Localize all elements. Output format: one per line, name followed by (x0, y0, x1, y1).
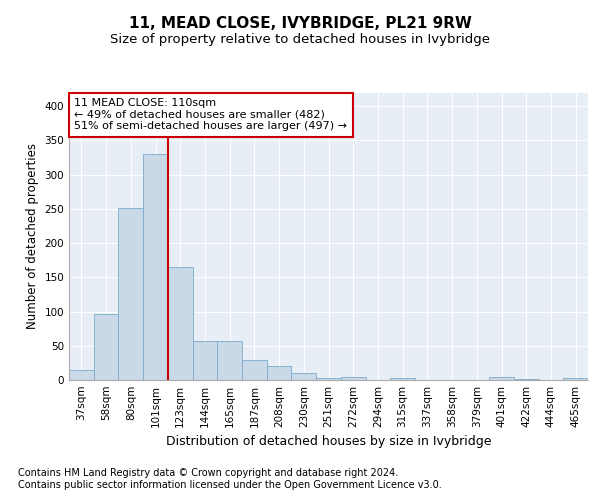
X-axis label: Distribution of detached houses by size in Ivybridge: Distribution of detached houses by size … (166, 436, 491, 448)
Bar (316, 378, 341, 380)
Bar (563, 378, 588, 380)
Bar (193, 341, 217, 380)
Text: Contains HM Land Registry data © Crown copyright and database right 2024.: Contains HM Land Registry data © Crown c… (18, 468, 398, 477)
Text: 11, MEAD CLOSE, IVYBRIDGE, PL21 9RW: 11, MEAD CLOSE, IVYBRIDGE, PL21 9RW (128, 16, 472, 32)
Text: Size of property relative to detached houses in Ivybridge: Size of property relative to detached ho… (110, 34, 490, 46)
Bar (390, 378, 415, 380)
Bar (292, 373, 316, 380)
Y-axis label: Number of detached properties: Number of detached properties (26, 143, 39, 329)
Bar (242, 360, 267, 380)
Bar (267, 366, 292, 380)
Text: Contains public sector information licensed under the Open Government Licence v3: Contains public sector information licen… (18, 480, 442, 490)
Bar (341, 376, 365, 380)
Text: 11 MEAD CLOSE: 110sqm
← 49% of detached houses are smaller (482)
51% of semi-det: 11 MEAD CLOSE: 110sqm ← 49% of detached … (74, 98, 347, 132)
Bar (217, 341, 242, 380)
Bar (489, 376, 514, 380)
Bar (168, 267, 193, 380)
Bar (69, 370, 94, 380)
Bar (94, 314, 118, 380)
Bar (143, 154, 168, 380)
Bar (118, 208, 143, 380)
